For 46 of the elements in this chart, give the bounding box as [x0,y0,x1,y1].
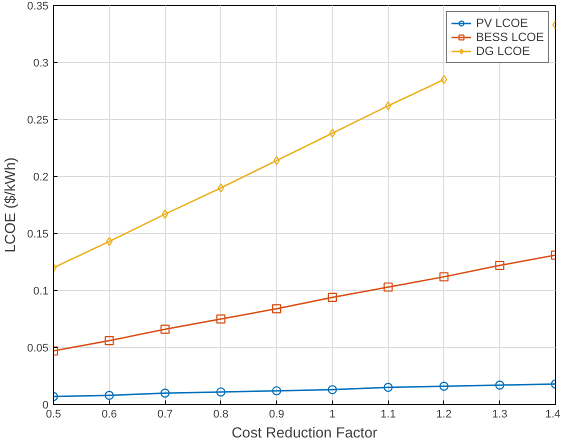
y-tick-label: 0.05 [27,342,49,354]
point [384,101,392,110]
x-tick-label: 1.3 [492,408,508,420]
x-axis-title: Cost Reduction Factor [232,426,378,442]
x-tick-label: 1.4 [545,408,561,420]
point [495,380,504,390]
point [272,304,282,314]
point [216,387,226,397]
point [216,314,226,324]
x-tick-label: 0.6 [102,408,117,420]
x-tick-label: 0.9 [268,408,284,420]
x-tick-label: 0.8 [213,408,228,420]
legend-label: DG LCOE [476,44,530,58]
point [273,156,280,166]
x-tick-label: 1 [329,408,336,420]
y-axis-title: LCOE ($/kWh) [3,157,20,253]
y-tick-label: 0.2 [33,172,49,184]
point [328,292,337,302]
point [328,385,337,394]
point [104,336,114,346]
point [218,183,224,192]
point [439,272,449,282]
x-tick-label: 0.5 [46,408,62,420]
point [495,260,504,270]
point [106,236,113,246]
point [104,390,114,400]
legend-label: BESS LCOE [476,30,544,44]
x-tick-label: 0.7 [157,408,173,420]
legend-label: PV LCOE [476,16,528,30]
point [384,382,393,392]
point [439,382,449,391]
point [160,388,170,398]
x-tick-label: 1.2 [436,408,452,420]
x-tick-label: 1.1 [380,408,396,420]
y-tick-label: 0.1 [33,286,49,298]
point [272,386,282,396]
y-tick-label: 0.3 [33,58,49,70]
point [329,128,336,138]
point [440,75,448,84]
y-tick-label: 0.25 [27,114,49,126]
y-tick-label: 0 [42,400,49,412]
y-tick-label: 0.35 [27,0,49,12]
y-tick-label: 0.15 [27,228,49,240]
point [384,282,393,292]
point [160,324,170,334]
point [162,210,168,219]
